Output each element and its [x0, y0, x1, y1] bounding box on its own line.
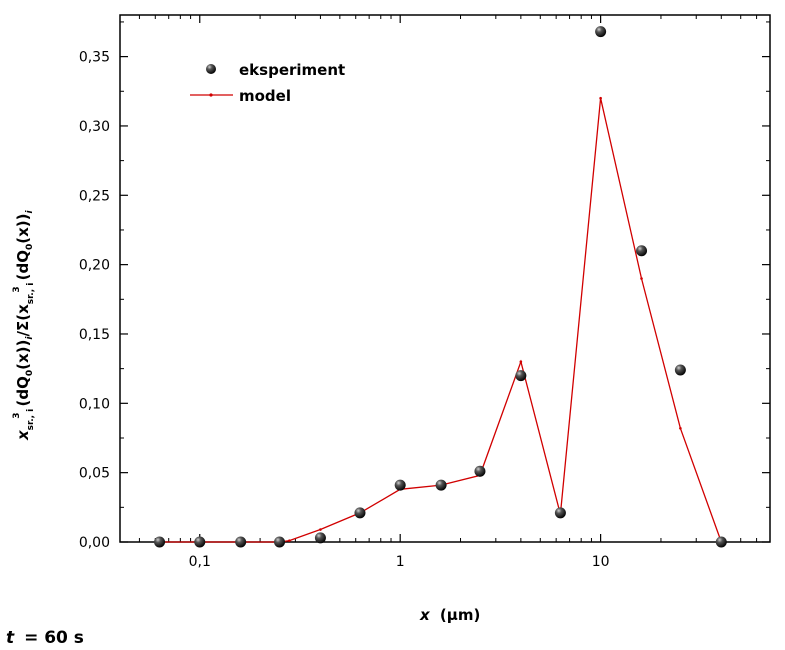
- x-tick-labels: 0,1 1 10: [189, 554, 610, 570]
- eksperiment-series: [154, 26, 727, 548]
- y-tick-label: 0,05: [79, 466, 110, 482]
- y-tick-labels: 0,00 0,05 0,10 0,15 0,20 0,25 0,30 0,35: [79, 50, 110, 551]
- eksperiment-point: [394, 479, 406, 491]
- tick-marks: [120, 15, 770, 543]
- x-tick-label: 10: [592, 554, 610, 570]
- eksperiment-point: [474, 465, 486, 477]
- eksperiment-point: [274, 536, 286, 548]
- legend: eksperiment model: [190, 61, 345, 105]
- eksperiment-point: [354, 507, 366, 519]
- y-axis-title: xsr., i3(dQ0(x))i/Σ(xsr., i3(dQ0(x))i: [12, 210, 36, 441]
- legend-eksperiment-marker: [206, 64, 216, 74]
- eksperiment-point: [235, 536, 247, 548]
- model-series: [158, 96, 723, 544]
- x-axis-title: x (μm): [419, 606, 480, 624]
- y-tick-label: 0,35: [79, 50, 110, 66]
- x-tick-label: 0,1: [189, 554, 211, 570]
- model-line: [159, 98, 722, 543]
- y-tick-label: 0,10: [79, 396, 110, 412]
- x-axis-unit: (μm): [440, 606, 480, 624]
- plot-frame: [119, 14, 771, 543]
- eksperiment-point: [435, 479, 447, 491]
- y-tick-label: 0,15: [79, 327, 110, 343]
- eksperiment-point: [314, 532, 326, 544]
- model-point: [319, 528, 322, 531]
- model-point: [519, 360, 523, 364]
- model-point: [288, 539, 291, 542]
- eksperiment-point: [636, 245, 648, 257]
- eksperiment-point: [194, 536, 206, 548]
- eksperiment-point: [595, 26, 607, 38]
- caption: t = 60 s: [6, 628, 84, 648]
- y-tick-label: 0,30: [79, 119, 110, 135]
- legend-model-label: model: [239, 87, 291, 105]
- legend-eksperiment-label: eksperiment: [239, 61, 345, 79]
- eksperiment-point: [674, 364, 686, 376]
- model-point: [599, 96, 602, 100]
- eksperiment-point: [554, 507, 566, 519]
- model-point: [640, 277, 643, 280]
- model-point: [679, 426, 682, 430]
- y-tick-label: 0,20: [79, 258, 110, 274]
- y-tick-label: 0,00: [79, 535, 110, 551]
- eksperiment-point: [715, 536, 727, 548]
- y-tick-label: 0,25: [79, 188, 110, 204]
- legend-model-dot: [209, 93, 213, 97]
- eksperiment-point: [515, 370, 527, 382]
- x-tick-label: 1: [396, 554, 405, 570]
- eksperiment-point: [154, 536, 166, 548]
- x-axis-var: x: [419, 606, 431, 624]
